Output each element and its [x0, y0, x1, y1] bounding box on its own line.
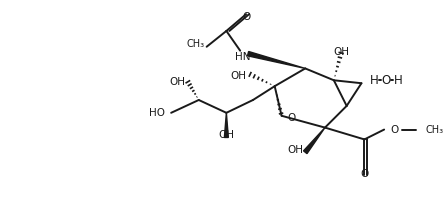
Text: CH₃: CH₃ — [186, 39, 205, 49]
Text: O: O — [360, 169, 369, 179]
Polygon shape — [303, 128, 325, 154]
Text: O: O — [390, 125, 398, 135]
Text: O: O — [288, 113, 296, 123]
Text: H: H — [370, 74, 379, 87]
Text: OH: OH — [334, 47, 350, 57]
Text: HN: HN — [235, 52, 250, 62]
Text: OH: OH — [287, 145, 303, 155]
Text: H: H — [393, 74, 402, 87]
Text: OH: OH — [230, 71, 246, 81]
Text: OH: OH — [218, 130, 234, 140]
Text: HO: HO — [149, 108, 165, 118]
Polygon shape — [224, 113, 228, 137]
Text: O: O — [382, 74, 391, 87]
Polygon shape — [247, 51, 305, 69]
Text: OH: OH — [169, 77, 185, 87]
Text: CH₃: CH₃ — [426, 125, 444, 135]
Text: O: O — [242, 12, 250, 22]
